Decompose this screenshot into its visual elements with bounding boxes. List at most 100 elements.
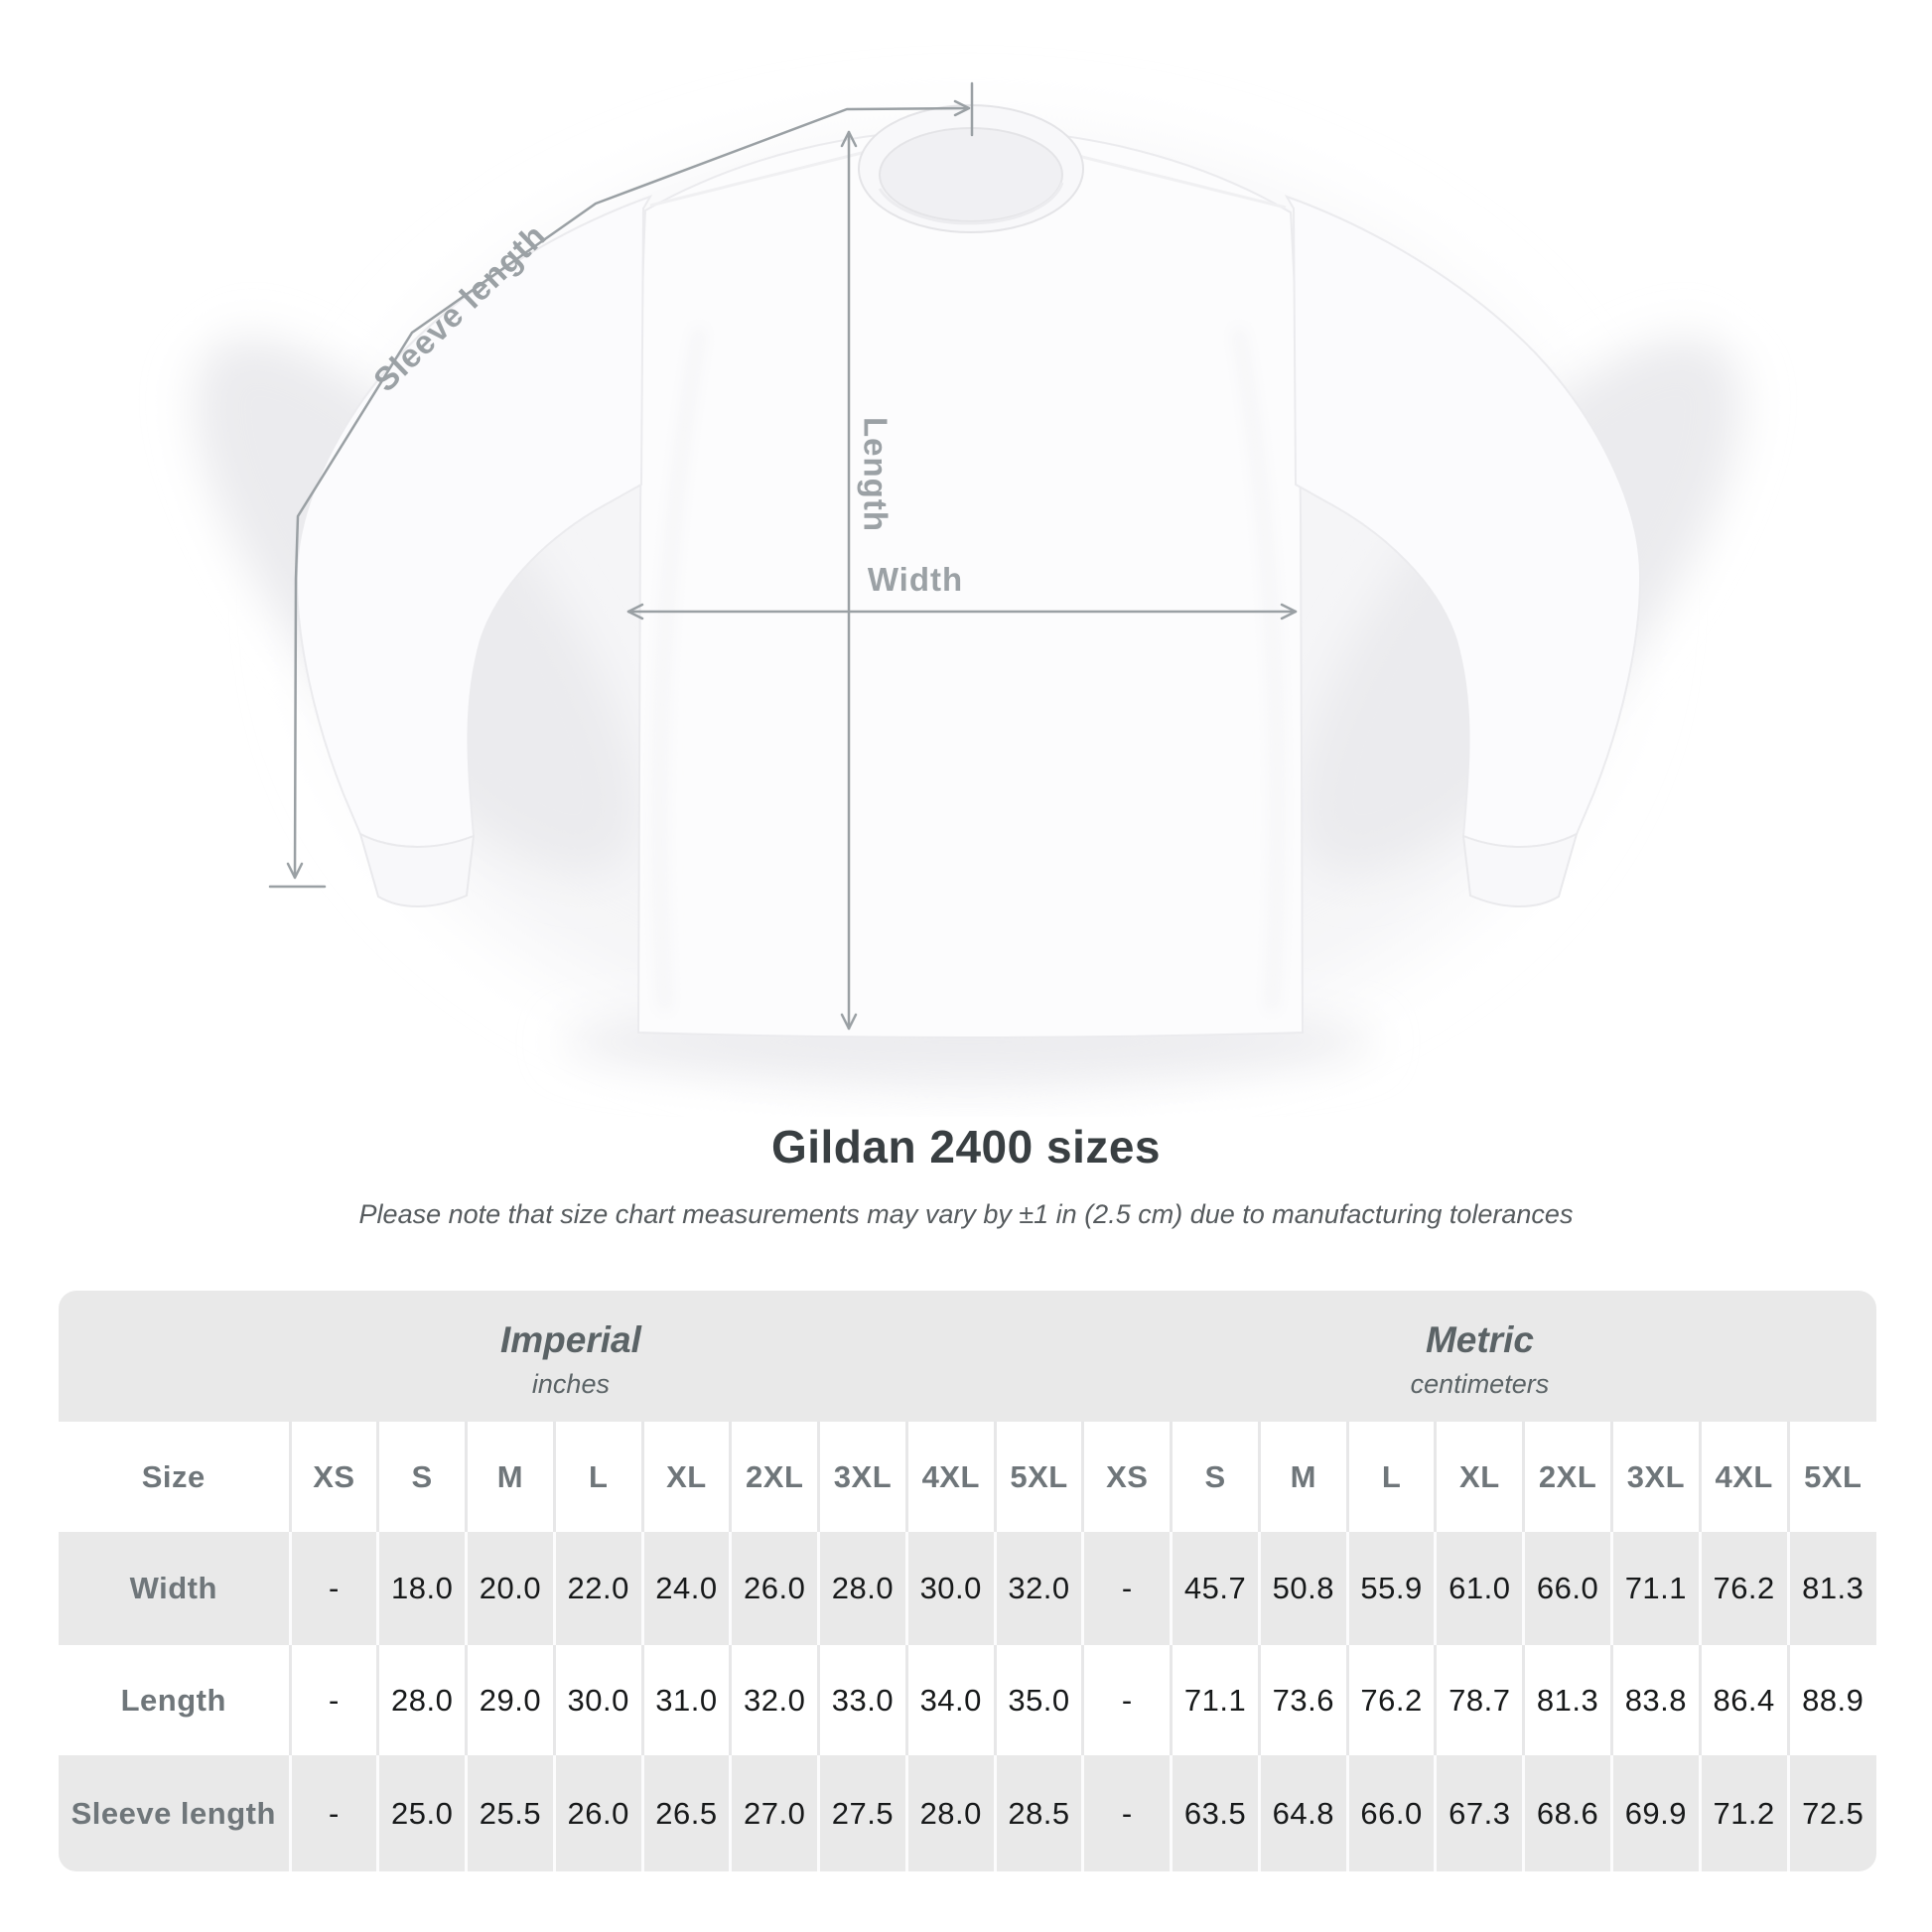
value-cell: 71.1 bbox=[1170, 1645, 1260, 1755]
value-cell: 26.5 bbox=[640, 1755, 731, 1871]
value-cell: 29.0 bbox=[465, 1645, 555, 1755]
value-cell: 24.0 bbox=[640, 1532, 731, 1645]
value-cell: 50.8 bbox=[1257, 1532, 1348, 1645]
shirt-diagram: Sleeve length Length Width bbox=[194, 81, 1742, 1080]
table-row: Width -18.0 20.0 22.0 24.0 26.0 28.0 30.0 32.0-4… bbox=[59, 1532, 1876, 1645]
page-subtitle: Please note that size chart measurements… bbox=[358, 1199, 1574, 1229]
size-header-cell: 5XL bbox=[993, 1422, 1083, 1532]
size-header-cell: S bbox=[376, 1422, 467, 1532]
shirt-left-cuff bbox=[358, 832, 476, 907]
value-cell: - bbox=[288, 1532, 378, 1645]
value-cell: - bbox=[1081, 1645, 1172, 1755]
value-cell: 25.0 bbox=[376, 1755, 467, 1871]
size-header-cell: 2XL bbox=[1522, 1422, 1612, 1532]
width-label: Width bbox=[868, 561, 963, 598]
value-cell: 35.0 bbox=[993, 1645, 1083, 1755]
value-cell: 20.0 bbox=[465, 1532, 555, 1645]
value-cell: 32.0 bbox=[993, 1532, 1083, 1645]
size-header-row: Size XS S M L XL 2XL 3XL 4XL 5XL XS S M L XL 2XL 3XL 4XL… bbox=[59, 1422, 1876, 1532]
value-cell: 71.2 bbox=[1698, 1755, 1789, 1871]
value-cell: 71.1 bbox=[1609, 1532, 1701, 1645]
length-label: Length bbox=[857, 417, 894, 532]
size-header-cell: M bbox=[465, 1422, 555, 1532]
size-header-cell: 2XL bbox=[729, 1422, 819, 1532]
group-header-imperial: Imperial inches bbox=[59, 1291, 1083, 1422]
value-cell: 83.8 bbox=[1609, 1645, 1701, 1755]
value-cell: 86.4 bbox=[1698, 1645, 1789, 1755]
size-header-cell: 4XL bbox=[904, 1422, 996, 1532]
group-name-imperial: Imperial bbox=[499, 1318, 641, 1360]
row-label: Sleeve length bbox=[70, 1795, 276, 1831]
size-header-cell: 5XL bbox=[1786, 1422, 1876, 1532]
value-cell: 55.9 bbox=[1345, 1532, 1436, 1645]
value-cell: 27.5 bbox=[817, 1755, 907, 1871]
value-cell: - bbox=[1081, 1532, 1172, 1645]
value-cell: 32.0 bbox=[729, 1645, 819, 1755]
table-row: Sleeve length -25.0 25.5 26.0 26.5 27.0 27.5 28… bbox=[59, 1755, 1876, 1871]
value-cell: 45.7 bbox=[1170, 1532, 1260, 1645]
size-table: Imperial inches Metric centimeters Size … bbox=[59, 1291, 1876, 1871]
table-row: Length -28.0 29.0 30.0 31.0 32.0 33.0 34.0 35.0-… bbox=[59, 1645, 1876, 1755]
value-cell: 76.2 bbox=[1345, 1645, 1436, 1755]
row-label: Length bbox=[120, 1682, 226, 1718]
value-cell: 66.0 bbox=[1522, 1532, 1612, 1645]
size-header-cell: 3XL bbox=[1609, 1422, 1701, 1532]
value-cell: 68.6 bbox=[1522, 1755, 1612, 1871]
size-header-cell: 4XL bbox=[1698, 1422, 1789, 1532]
value-cell: 22.0 bbox=[552, 1532, 643, 1645]
value-cell: 26.0 bbox=[552, 1755, 643, 1871]
size-header-cell: XL bbox=[1434, 1422, 1524, 1532]
size-header-cell: L bbox=[552, 1422, 643, 1532]
size-table-container: Imperial inches Metric centimeters Size … bbox=[59, 1291, 1876, 1871]
value-cell: 18.0 bbox=[376, 1532, 467, 1645]
shirt-collar bbox=[857, 104, 1085, 233]
page-title: Gildan 2400 sizes bbox=[770, 1121, 1162, 1173]
value-cell: 30.0 bbox=[904, 1532, 996, 1645]
value-cell: 28.0 bbox=[904, 1755, 996, 1871]
shirt-right-cuff bbox=[1461, 832, 1579, 907]
width-measure-line: Width bbox=[626, 561, 1298, 621]
value-cell: 28.5 bbox=[993, 1755, 1083, 1871]
value-cell: 31.0 bbox=[640, 1645, 731, 1755]
group-unit-imperial: inches bbox=[531, 1368, 610, 1399]
value-cell: 88.9 bbox=[1786, 1645, 1876, 1755]
value-cell: 81.3 bbox=[1786, 1532, 1876, 1645]
value-cell: 76.2 bbox=[1698, 1532, 1789, 1645]
shirt-body bbox=[636, 127, 1305, 1038]
value-cell: 66.0 bbox=[1345, 1755, 1436, 1871]
size-header-cell: XS bbox=[288, 1422, 378, 1532]
value-cell: 64.8 bbox=[1257, 1755, 1348, 1871]
unit-group-row: Imperial inches Metric centimeters bbox=[59, 1291, 1876, 1422]
size-header-cell: M bbox=[1257, 1422, 1348, 1532]
value-cell: 25.5 bbox=[465, 1755, 555, 1871]
size-header-cell: S bbox=[1170, 1422, 1260, 1532]
value-cell: 69.9 bbox=[1609, 1755, 1701, 1871]
value-cell: 61.0 bbox=[1434, 1532, 1524, 1645]
value-cell: 63.5 bbox=[1170, 1755, 1260, 1871]
group-header-metric: Metric centimeters bbox=[1083, 1291, 1876, 1422]
value-cell: - bbox=[1081, 1755, 1172, 1871]
value-cell: 72.5 bbox=[1786, 1755, 1876, 1871]
value-cell: - bbox=[288, 1755, 378, 1871]
size-header-cell: XS bbox=[1081, 1422, 1172, 1532]
value-cell: - bbox=[288, 1645, 378, 1755]
shirt-right-sleeve bbox=[1284, 195, 1642, 907]
size-header-cell: XL bbox=[640, 1422, 731, 1532]
value-cell: 26.0 bbox=[729, 1532, 819, 1645]
group-name-metric: Metric bbox=[1425, 1318, 1534, 1360]
shirt-left-sleeve bbox=[295, 195, 653, 907]
group-unit-metric: centimeters bbox=[1410, 1368, 1550, 1399]
value-cell: 30.0 bbox=[552, 1645, 643, 1755]
value-cell: 81.3 bbox=[1522, 1645, 1612, 1755]
value-cell: 73.6 bbox=[1257, 1645, 1348, 1755]
size-column-title: Size bbox=[141, 1458, 206, 1494]
size-header-cell: L bbox=[1345, 1422, 1436, 1532]
value-cell: 34.0 bbox=[904, 1645, 996, 1755]
value-cell: 33.0 bbox=[817, 1645, 907, 1755]
value-cell: 28.0 bbox=[376, 1645, 467, 1755]
row-label: Width bbox=[129, 1571, 217, 1605]
value-cell: 27.0 bbox=[729, 1755, 819, 1871]
value-cell: 28.0 bbox=[817, 1532, 907, 1645]
value-cell: 67.3 bbox=[1434, 1755, 1524, 1871]
size-header-cell: 3XL bbox=[817, 1422, 907, 1532]
